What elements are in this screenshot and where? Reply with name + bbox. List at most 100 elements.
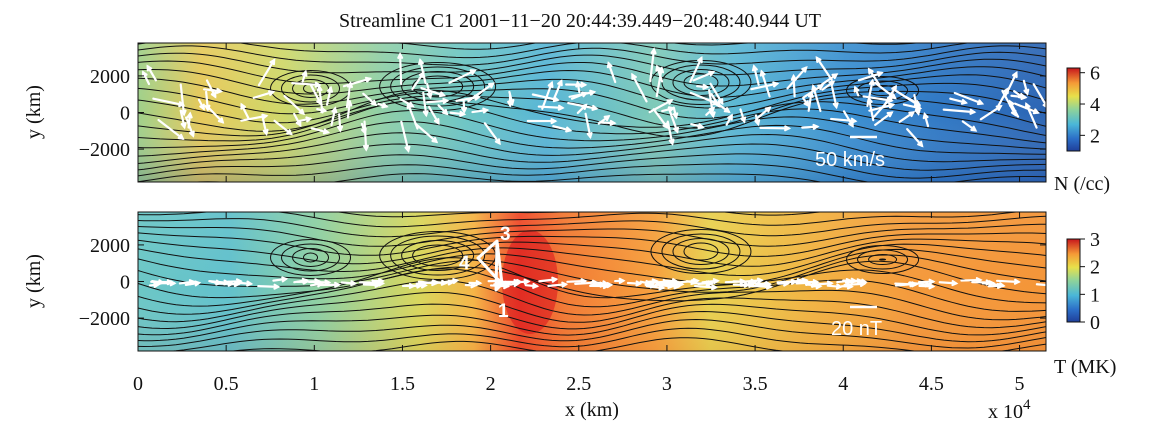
vector-arrow-head [273, 283, 281, 290]
vector-arrow [760, 70, 771, 98]
contour-loop [281, 74, 341, 103]
vector-arrow [815, 56, 833, 82]
vector-arrow [709, 82, 724, 105]
vector-arrow-head [210, 91, 217, 99]
vector-arrow-head [316, 98, 322, 106]
vector-arrow [1035, 283, 1046, 287]
y-tick-label: 2000 [90, 235, 130, 257]
vector-arrow [483, 122, 501, 145]
vector-arrow-head [812, 123, 820, 130]
contour-line [138, 153, 1046, 179]
vector-arrow-head [756, 277, 764, 284]
vector-arrow [426, 99, 449, 104]
vector-arrow-head [204, 104, 211, 112]
contour-line [138, 280, 1046, 323]
vector-arrow-head [461, 106, 468, 114]
bottom-x-ticks: 0 0.5 1 1.5 2 2.5 3 3.5 4 4.5 5 [133, 43, 1025, 395]
bottom-ylabel: y (km) [23, 254, 45, 308]
vector-arrow-head [917, 140, 924, 148]
vector-arrow-head [316, 84, 323, 92]
vector-arrow-head [180, 109, 187, 117]
vector-arrow-head [364, 76, 373, 83]
vector-arrow-head [503, 283, 511, 290]
contour-line [138, 51, 1046, 76]
vector-arrow-head [551, 276, 559, 283]
vector-arrow-head [550, 118, 558, 125]
vector-arrow [807, 91, 813, 112]
vector-arrow-head [850, 117, 858, 124]
vector-arrow-head [269, 58, 276, 66]
vector-arrow-head [186, 111, 193, 119]
vector-arrow-head [631, 72, 637, 80]
bottom-colorbar-ticks: 3 2 1 0 [1080, 229, 1100, 334]
vector-arrow [873, 95, 893, 118]
vector-arrow-head [790, 73, 797, 81]
vector-arrow-head [970, 125, 978, 132]
vector-arrow-head [589, 89, 597, 96]
vector-arrow-head [426, 92, 433, 100]
vector-arrow-head [586, 132, 593, 140]
vector-arrow [949, 97, 967, 104]
vector-arrow [1008, 100, 1020, 118]
vector-arrow-head [714, 101, 721, 109]
vector-arrow [801, 125, 819, 129]
vector-arrow-head [404, 145, 411, 153]
vector-arrow-head [831, 73, 839, 80]
vector-arrow [867, 97, 875, 122]
vector-arrow-head [177, 133, 185, 140]
y-tick-label: 0 [120, 272, 130, 294]
vector-arrow [345, 82, 352, 109]
colorbar-tick-label: 2 [1090, 125, 1100, 147]
vector-arrow-head [673, 283, 681, 290]
vector-arrow [338, 113, 342, 132]
tetrahedron-label-3: 3 [500, 224, 511, 245]
vector-arrow-head [606, 61, 613, 69]
vector-arrow [652, 108, 669, 129]
vector-arrow [701, 279, 719, 284]
colorbar-tick-label: 2 [1090, 257, 1100, 279]
vector-arrow [689, 91, 719, 105]
vector-arrow [566, 279, 587, 283]
contour-line [138, 74, 1046, 109]
vector-arrow [942, 108, 976, 114]
vector-arrow-head [658, 66, 665, 74]
vector-arrow [296, 280, 320, 283]
vector-arrow-head [711, 284, 718, 291]
vector-arrow-head [547, 80, 554, 88]
contour-line [138, 215, 1046, 238]
contour-loop [650, 229, 752, 274]
vector-arrow [291, 81, 321, 87]
vector-arrow-head [281, 276, 289, 283]
contour-line [138, 43, 971, 59]
vector-arrow-head [406, 101, 413, 109]
vector-arrow-head [523, 278, 531, 285]
vector-arrow-head [856, 278, 864, 285]
vector-arrow [179, 83, 186, 116]
vector-arrow-head [668, 138, 675, 146]
vector-arrow-head [801, 65, 808, 73]
vector-arrow [830, 117, 857, 123]
bottom-scale-label: 20 nT [831, 318, 882, 340]
top-colorbar: 2 4 6 N (/cc) [1054, 63, 1110, 195]
vector-arrow-head [811, 84, 818, 92]
contour-line [138, 163, 1046, 182]
vector-arrow [208, 107, 224, 124]
vector-arrow [649, 48, 656, 83]
bottom-xlabel: x (km) [565, 399, 619, 421]
vector-arrow [398, 53, 403, 86]
vector-arrow [598, 121, 616, 125]
vector-arrow-head [886, 111, 894, 118]
vector-arrow [400, 120, 410, 152]
vector-arrow-head [603, 115, 611, 122]
vector-arrow-head [1042, 102, 1046, 108]
vector-arrow [755, 106, 771, 121]
vector-arrow-head [217, 117, 225, 124]
vector-arrow [568, 90, 596, 98]
vector-arrow-head [235, 278, 243, 285]
contour-loop [292, 79, 330, 98]
vector-arrow-head [888, 102, 896, 109]
contour-line [390, 43, 922, 50]
vector-arrow-head [835, 283, 843, 290]
contour-line [138, 238, 1046, 267]
vector-arrow-head [976, 99, 985, 106]
